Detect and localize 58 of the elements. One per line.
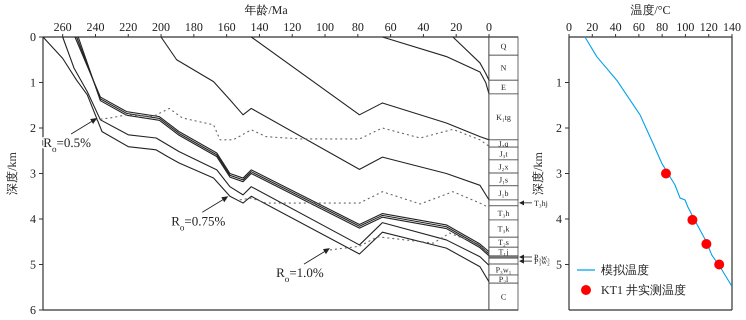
x-tick-label: 240 <box>86 20 104 34</box>
legend-label: 模拟温度 <box>601 263 649 277</box>
x-tick-label: 140 <box>723 20 741 34</box>
x-tick-label: 20 <box>586 20 598 34</box>
x-tick-label: 100 <box>316 20 334 34</box>
x-tick-label: 60 <box>384 20 397 34</box>
y-axis-title: 深度/km <box>5 152 19 195</box>
x-tick-label: 120 <box>283 20 302 34</box>
x-tick-label: 20 <box>450 20 462 34</box>
y-tick-label: 3 <box>30 166 36 180</box>
series-label: T₃k <box>498 224 510 234</box>
x-tick-label: 220 <box>119 20 138 34</box>
series-label: E <box>501 83 506 92</box>
annotation: R$_{o}$=1.0% <box>276 265 324 284</box>
x-tick-label: 200 <box>152 20 170 34</box>
x-tick-label: 140 <box>250 20 268 34</box>
y-tick-label: 1 <box>556 76 562 90</box>
y-tick-label: 2 <box>556 121 562 135</box>
x-tick-label: 40 <box>610 20 622 34</box>
legend-label: KT1 井实测温度 <box>601 283 686 297</box>
y-tick-label: 5 <box>556 258 562 272</box>
x-tick-label: 180 <box>184 20 203 34</box>
y-tick-label: 0 <box>30 30 36 44</box>
x-tick-label: 120 <box>700 20 718 34</box>
y-axis-title: 深度/km <box>531 152 545 195</box>
annotation: R$_{o}$=0.75% <box>171 213 226 232</box>
x-tick-label: 80 <box>352 20 364 34</box>
series-label: C <box>500 292 506 302</box>
series-label: J₁b <box>498 188 508 198</box>
y-tick-label: 3 <box>556 166 562 180</box>
x-tick-label: 100 <box>676 20 694 34</box>
series-label: P₂l <box>498 275 510 284</box>
x-tick-label: 60 <box>632 20 645 34</box>
series-label: N <box>500 64 507 73</box>
y-tick-label: 4 <box>556 212 562 226</box>
x-tick-label: 40 <box>417 20 430 34</box>
series-label: T₃hj <box>534 198 548 208</box>
x-tick-label: 160 <box>218 20 236 34</box>
y-tick-label: 4 <box>30 212 36 226</box>
series-label: T₂s <box>498 238 509 248</box>
series-label: Q <box>500 42 507 52</box>
annotation: R$_{o}$=0.5% <box>43 134 92 154</box>
y-tick-label: 6 <box>30 303 36 317</box>
x-tick-label: 0 <box>486 20 492 34</box>
series-label: K₁tg <box>496 112 511 122</box>
x-tick-label: 0 <box>566 20 572 34</box>
series-label: J₃t <box>499 149 508 158</box>
series-label: J₂x <box>498 162 508 172</box>
y-tick-label: 5 <box>30 258 36 272</box>
y-tick-label: 2 <box>30 121 36 135</box>
series-label: J₁s <box>498 175 508 184</box>
x-axis-title: 温度/°C <box>630 3 671 17</box>
series-label: T₃h <box>498 208 510 218</box>
x-tick-label: 80 <box>656 20 668 34</box>
series-label: P₃w₁ <box>496 266 512 275</box>
x-axis-title: 年龄/Ma <box>244 3 288 17</box>
y-tick-label: 1 <box>30 76 36 90</box>
x-tick-label: 260 <box>54 20 72 34</box>
